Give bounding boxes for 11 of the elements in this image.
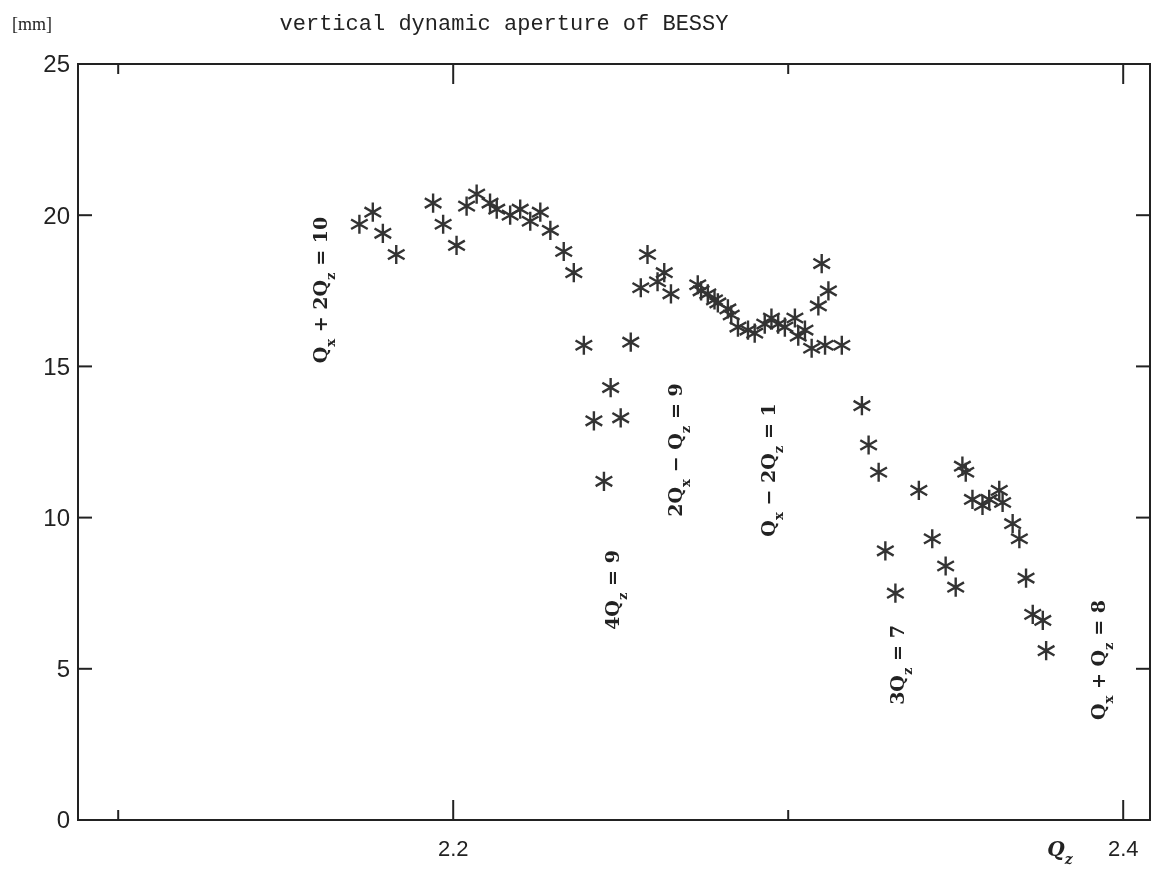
y-tick-label: 10 (43, 504, 70, 531)
x-tick-label: 2.2 (437, 836, 469, 861)
y-tick-label: 25 (43, 50, 70, 78)
y-tick-label: 20 (43, 201, 70, 229)
y-tick-label: 5 (56, 655, 70, 683)
x-tick-label: 2.4 (1107, 836, 1139, 861)
y-tick-label: 0 (56, 806, 70, 834)
y-tick-label: 15 (43, 352, 70, 380)
y-axis-title: [mm] (12, 14, 52, 34)
x-axis-title: Q$_{z}$ (1047, 837, 1074, 867)
chart-title: vertical dynamic aperture of BESSY (279, 12, 729, 37)
